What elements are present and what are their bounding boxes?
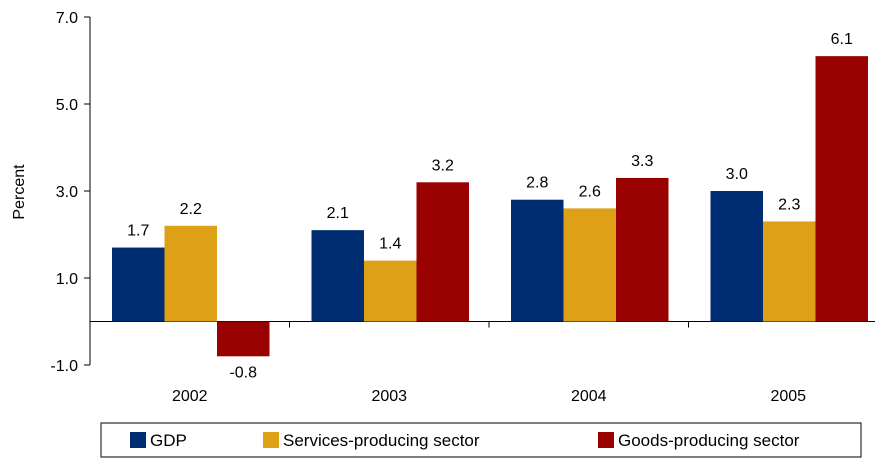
data-label: 3.2 xyxy=(432,157,454,174)
bar-goods-producing-sector-2002 xyxy=(217,321,270,357)
x-tick-label: 2004 xyxy=(571,388,607,405)
legend-swatch xyxy=(598,432,614,448)
x-tick-label: 2005 xyxy=(770,388,806,405)
bar-goods-producing-sector-2003 xyxy=(416,182,469,322)
y-tick-label: 1.0 xyxy=(56,271,78,288)
data-label: 3.0 xyxy=(726,166,748,183)
data-label: 6.1 xyxy=(831,31,853,48)
plot-area: -1.0 1.0 3.0 5.0 7.0 2002 2003 2004 2005 1.7 2.1… xyxy=(50,10,875,405)
y-tick-label: 5.0 xyxy=(56,97,78,114)
bar-gdp-2005 xyxy=(710,191,763,322)
data-label: 2.3 xyxy=(778,196,800,213)
data-label: 2.1 xyxy=(327,205,349,222)
legend-box xyxy=(100,422,862,458)
data-label: 1.7 xyxy=(127,223,149,240)
y-tick-label: 7.0 xyxy=(56,10,78,27)
bar-services-producing-sector-2005 xyxy=(763,221,816,322)
legend-label: GDP xyxy=(150,431,187,450)
y-tick-label: 3.0 xyxy=(56,184,78,201)
data-label: -0.8 xyxy=(229,364,257,381)
data-label: 3.3 xyxy=(631,153,653,170)
x-axis-ticks: 2002 2003 2004 2005 xyxy=(89,321,806,405)
data-labels: 1.7 2.1 2.8 3.0 2.2 1.4 2.6 2.3 -0.8 3.2 3.3 6.1 xyxy=(127,31,853,381)
bar-gdp-2003 xyxy=(311,230,364,322)
bar-gdp-2004 xyxy=(511,199,564,322)
bar-gdp-2002 xyxy=(112,247,165,322)
bar-services-producing-sector-2003 xyxy=(364,260,417,322)
bar-goods-producing-sector-2005 xyxy=(815,56,868,322)
y-tick-label: -1.0 xyxy=(50,358,78,375)
data-label: 1.4 xyxy=(379,236,401,253)
bar-goods-producing-sector-2004 xyxy=(616,177,669,322)
bars xyxy=(112,56,868,357)
legend-items: GDP Services-producing sector Goods-produc… xyxy=(130,431,800,450)
legend-label: Goods-producing sector xyxy=(618,431,800,450)
bar-services-producing-sector-2004 xyxy=(563,208,616,322)
y-axis-title: Percent xyxy=(11,164,28,220)
y-axis-ticks: -1.0 1.0 3.0 5.0 7.0 xyxy=(50,10,90,375)
data-label: 2.6 xyxy=(579,183,601,200)
legend-label: Services-producing sector xyxy=(283,431,480,450)
x-tick-label: 2002 xyxy=(172,388,208,405)
legend-swatch xyxy=(263,432,279,448)
data-label: 2.8 xyxy=(526,175,548,192)
data-label: 2.2 xyxy=(180,201,202,218)
bar-services-producing-sector-2002 xyxy=(164,225,217,322)
x-tick-label: 2003 xyxy=(371,388,407,405)
legend-swatch xyxy=(130,432,146,448)
legend: GDP Services-producing sector Goods-produc… xyxy=(100,422,862,458)
